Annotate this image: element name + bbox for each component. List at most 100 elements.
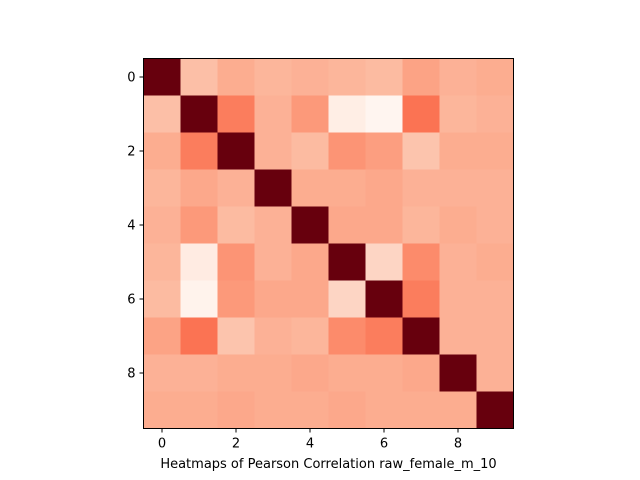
- heatmap-cell: [217, 317, 255, 355]
- heatmap-cell: [143, 391, 181, 429]
- x-tick-label: 8: [454, 437, 462, 452]
- heatmap-cell: [476, 391, 514, 429]
- heatmap-cell: [217, 391, 255, 429]
- heatmap-cell: [402, 169, 440, 207]
- y-tick-label: 0: [127, 71, 135, 86]
- heatmap-cell: [217, 132, 255, 170]
- heatmap-cell: [328, 354, 366, 392]
- heatmap-cell: [291, 243, 329, 281]
- heatmap-cell: [143, 206, 181, 244]
- heatmap-cell: [254, 317, 292, 355]
- heatmap-cell: [402, 391, 440, 429]
- y-tick-label: 6: [127, 293, 135, 308]
- heatmap-cell: [254, 206, 292, 244]
- heatmap-cell: [217, 58, 255, 96]
- heatmap-cell: [402, 354, 440, 392]
- heatmap-cell: [291, 95, 329, 133]
- heatmap-cell: [291, 132, 329, 170]
- heatmap-cells: [143, 58, 514, 429]
- heatmap-cell: [439, 206, 477, 244]
- heatmap-cell: [328, 95, 366, 133]
- heatmap-cell: [439, 391, 477, 429]
- heatmap-cell: [328, 58, 366, 96]
- heatmap-cell: [217, 354, 255, 392]
- heatmap-cell: [402, 58, 440, 96]
- heatmap-cell: [439, 280, 477, 318]
- heatmap-cell: [402, 132, 440, 170]
- heatmap-cell: [180, 206, 218, 244]
- heatmap-cell: [291, 169, 329, 207]
- heatmap-cell: [254, 132, 292, 170]
- heatmap-cell: [439, 58, 477, 96]
- heatmap-cell: [439, 354, 477, 392]
- y-tick-label: 2: [127, 145, 135, 160]
- y-axis: 0 2 4 6 8: [127, 71, 144, 382]
- heatmap-cell: [365, 169, 403, 207]
- heatmap-cell: [402, 243, 440, 281]
- heatmap-cell: [180, 95, 218, 133]
- heatmap-cell: [476, 95, 514, 133]
- x-axis-title: Heatmaps of Pearson Correlation raw_fema…: [160, 457, 496, 472]
- heatmap-cell: [476, 317, 514, 355]
- heatmap-cell: [254, 58, 292, 96]
- heatmap-cell: [365, 280, 403, 318]
- heatmap-cell: [254, 169, 292, 207]
- heatmap-cell: [254, 243, 292, 281]
- heatmap-cell: [180, 391, 218, 429]
- heatmap-cell: [217, 169, 255, 207]
- heatmap-cell: [291, 317, 329, 355]
- heatmap-cell: [180, 132, 218, 170]
- heatmap-cell: [402, 95, 440, 133]
- heatmap-cell: [217, 95, 255, 133]
- heatmap-cell: [143, 243, 181, 281]
- heatmap-cell: [476, 206, 514, 244]
- heatmap-cell: [180, 280, 218, 318]
- y-tick-label: 8: [127, 367, 135, 382]
- heatmap-cell: [365, 206, 403, 244]
- heatmap-cell: [439, 132, 477, 170]
- heatmap-cell: [217, 280, 255, 318]
- heatmap-cell: [180, 169, 218, 207]
- heatmap-cell: [143, 132, 181, 170]
- heatmap-cell: [476, 354, 514, 392]
- heatmap-cell: [291, 58, 329, 96]
- heatmap-cell: [254, 280, 292, 318]
- heatmap-cell: [439, 243, 477, 281]
- heatmap-cell: [476, 169, 514, 207]
- heatmap-cell: [143, 95, 181, 133]
- heatmap-cell: [365, 243, 403, 281]
- y-tick-label: 4: [127, 219, 135, 234]
- heatmap-cell: [402, 206, 440, 244]
- heatmap-cell: [365, 317, 403, 355]
- heatmap-cell: [402, 280, 440, 318]
- heatmap-cell: [291, 206, 329, 244]
- heatmap-cell: [180, 58, 218, 96]
- heatmap-cell: [328, 169, 366, 207]
- heatmap-cell: [143, 280, 181, 318]
- heatmap-cell: [476, 280, 514, 318]
- heatmap-cell: [328, 317, 366, 355]
- heatmap-cell: [143, 317, 181, 355]
- x-tick-label: 6: [380, 437, 388, 452]
- heatmap-cell: [254, 95, 292, 133]
- x-tick-label: 0: [158, 437, 166, 452]
- heatmap-cell: [439, 95, 477, 133]
- x-tick-label: 2: [232, 437, 240, 452]
- heatmap-cell: [254, 354, 292, 392]
- heatmap-cell: [439, 317, 477, 355]
- heatmap-cell: [476, 243, 514, 281]
- heatmap-cell: [254, 391, 292, 429]
- x-tick-label: 4: [306, 437, 314, 452]
- heatmap-cell: [217, 206, 255, 244]
- heatmap-cell: [328, 280, 366, 318]
- heatmap-cell: [439, 169, 477, 207]
- heatmap-cell: [291, 280, 329, 318]
- heatmap-cell: [143, 354, 181, 392]
- heatmap-cell: [328, 206, 366, 244]
- heatmap-cell: [143, 169, 181, 207]
- heatmap-cell: [365, 132, 403, 170]
- heatmap-cell: [365, 354, 403, 392]
- heatmap-cell: [180, 354, 218, 392]
- heatmap-cell: [291, 354, 329, 392]
